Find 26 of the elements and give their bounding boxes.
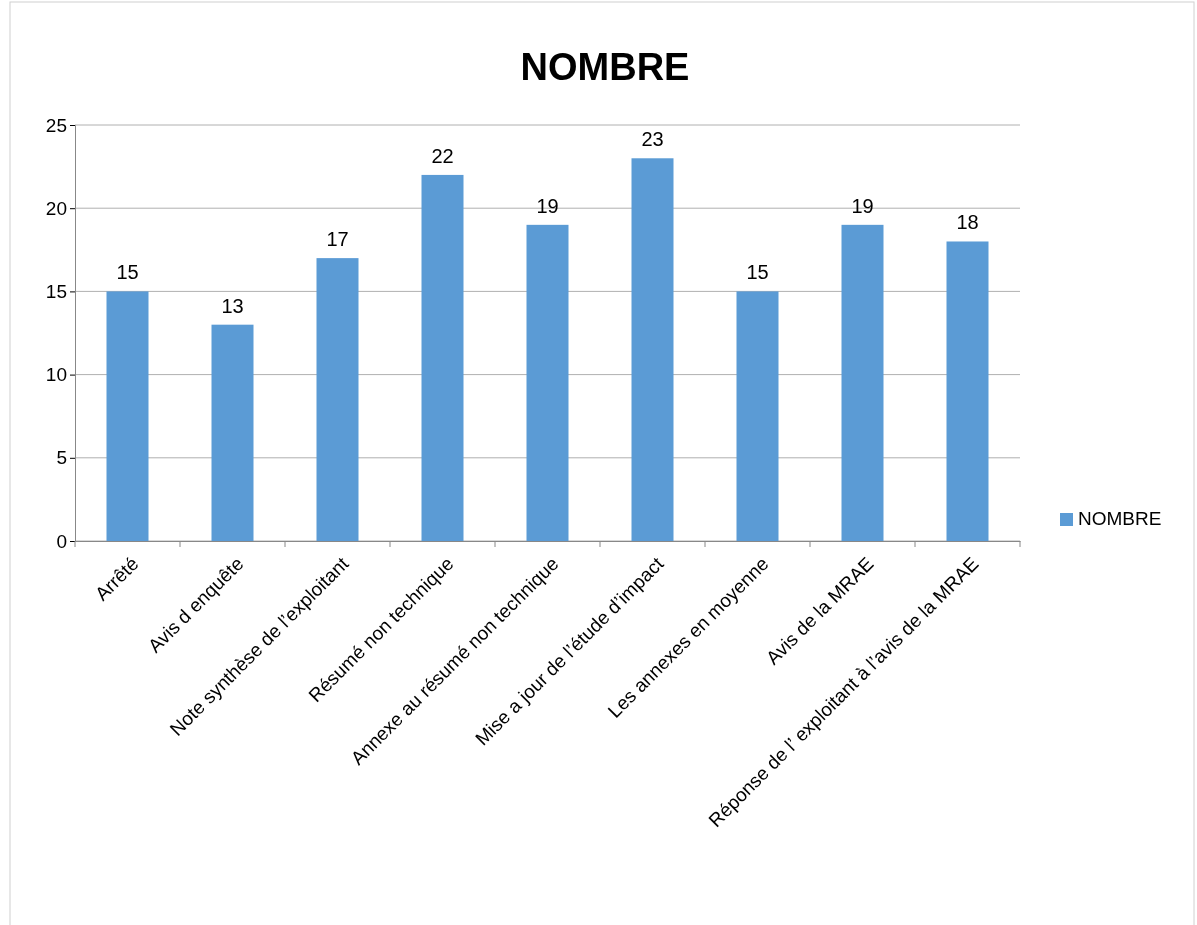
bar — [841, 224, 884, 541]
bar — [316, 258, 359, 541]
legend-label: NOMBRE — [1078, 508, 1162, 529]
bar — [526, 224, 569, 541]
y-tick-label: 25 — [45, 114, 67, 136]
bar — [211, 324, 254, 541]
y-tick-label: 5 — [56, 447, 67, 469]
y-tick-label: 10 — [45, 364, 67, 386]
bar — [421, 174, 464, 541]
y-tick-label: 0 — [56, 530, 67, 552]
data-label: 22 — [431, 144, 454, 167]
bar — [736, 291, 779, 541]
data-label: 17 — [326, 228, 349, 251]
data-label: 15 — [746, 261, 769, 284]
data-label: 23 — [641, 128, 664, 151]
data-label: 13 — [221, 294, 244, 317]
bar — [946, 241, 989, 541]
data-label: 15 — [116, 261, 139, 284]
data-label: 18 — [956, 211, 979, 234]
y-tick-label: 20 — [45, 197, 67, 219]
y-tick-label: 15 — [45, 280, 67, 302]
data-label: 19 — [536, 194, 559, 217]
chart-title: NOMBRE — [520, 46, 690, 88]
bar — [631, 158, 674, 541]
bar — [106, 291, 149, 541]
data-label: 19 — [851, 194, 874, 217]
